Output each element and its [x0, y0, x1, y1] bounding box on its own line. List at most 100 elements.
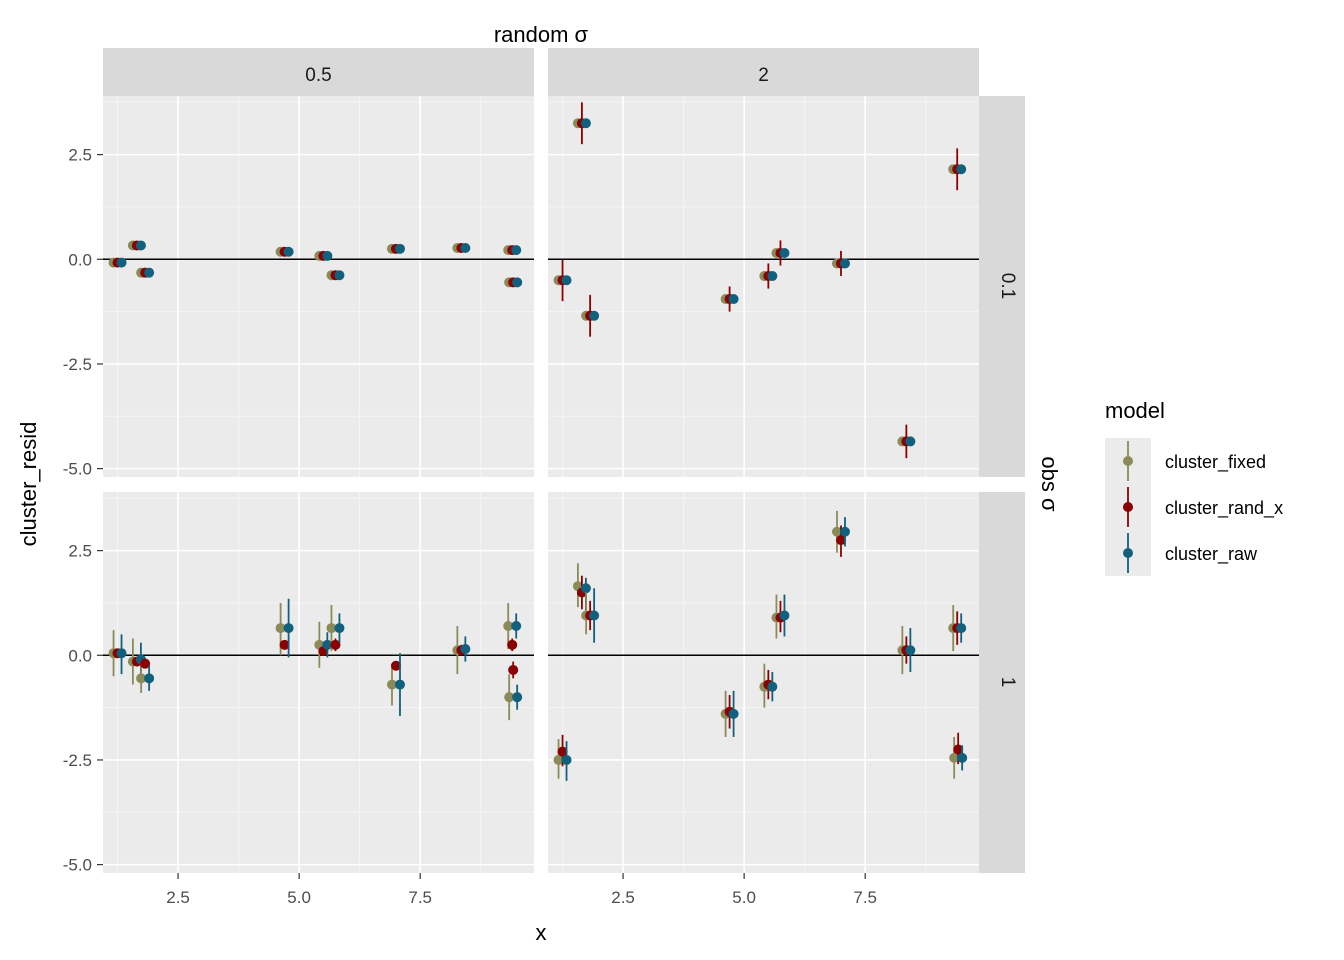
point-cluster_raw	[116, 648, 127, 659]
panel-background	[548, 96, 979, 477]
point-cluster_rand_x	[140, 658, 151, 669]
point-cluster_raw	[905, 436, 916, 447]
legend-key-point-cluster_fixed	[1123, 456, 1133, 466]
point-cluster_fixed	[326, 623, 337, 634]
legend-label-cluster-fixed: cluster_fixed	[1165, 452, 1266, 473]
point-cluster_raw	[394, 679, 405, 690]
facet-col-title: random σ	[494, 22, 589, 47]
point-cluster_raw	[767, 681, 778, 692]
point-cluster_raw	[561, 754, 572, 765]
x-tick-label: 7.5	[408, 888, 432, 907]
point-cluster_raw	[580, 118, 591, 129]
point-cluster_fixed	[136, 673, 147, 684]
strip-col-1-label: 2	[758, 65, 769, 86]
point-cluster_raw	[283, 246, 294, 257]
point-cluster_raw	[322, 250, 333, 261]
point-cluster_rand_x	[390, 660, 401, 671]
legend-title: model	[1105, 398, 1165, 423]
legend-label-cluster-raw: cluster_raw	[1165, 544, 1258, 565]
point-cluster_raw	[589, 610, 600, 621]
panel-1	[548, 96, 979, 477]
point-cluster_raw	[144, 267, 155, 278]
legend-key-point-cluster_rand_x	[1123, 502, 1133, 512]
point-cluster_rand_x	[953, 744, 964, 755]
point-cluster_raw	[334, 623, 345, 634]
point-cluster_fixed	[504, 692, 515, 703]
point-cluster_raw	[905, 645, 916, 656]
point-cluster_raw	[956, 164, 967, 175]
panel-0	[103, 96, 534, 477]
x-tick-label: 5.0	[732, 888, 756, 907]
strip-row-0	[979, 96, 1025, 477]
point-cluster_rand_x	[508, 664, 519, 675]
y-tick-label: 0.0	[68, 646, 92, 665]
point-cluster_rand_x	[557, 746, 568, 757]
point-cluster_raw	[957, 752, 968, 763]
legend-label-cluster-rand-x: cluster_rand_x	[1165, 498, 1283, 519]
x-tick-label: 7.5	[853, 888, 877, 907]
panel-background	[103, 492, 534, 873]
point-cluster_raw	[135, 240, 146, 251]
panel-background	[103, 96, 534, 477]
strip-col-1	[548, 48, 979, 96]
legend-keys	[1123, 441, 1133, 573]
point-cluster_raw	[839, 526, 850, 537]
facet-row-title: obs σ	[1037, 456, 1062, 512]
x-tick-label: 2.5	[611, 888, 635, 907]
point-cluster_fixed	[275, 623, 286, 634]
y-tick-label: -2.5	[63, 355, 92, 374]
point-cluster_rand_x	[835, 535, 846, 546]
point-cluster_rand_x	[279, 639, 290, 650]
strip-col-0-label: 0.5	[305, 65, 331, 86]
point-cluster_fixed	[831, 526, 842, 537]
point-cluster_raw	[144, 673, 155, 684]
panel-2	[103, 492, 534, 873]
strip-row-1	[979, 492, 1025, 873]
point-cluster_raw	[511, 620, 522, 631]
point-cluster_raw	[116, 257, 127, 268]
x-tick-label: 2.5	[166, 888, 190, 907]
point-cluster_fixed	[503, 620, 514, 631]
x-axis-title: x	[536, 920, 547, 945]
strip-row-1-label: 1	[997, 677, 1018, 688]
point-cluster_raw	[728, 294, 739, 305]
y-tick-label: 2.5	[68, 146, 92, 165]
point-cluster_rand_x	[507, 639, 518, 650]
point-cluster_rand_x	[330, 639, 341, 650]
y-tick-label: 2.5	[68, 542, 92, 561]
point-cluster_raw	[728, 708, 739, 719]
point-cluster_fixed	[949, 752, 960, 763]
y-axis-ticks: 2.5 0.0 -2.5 -5.0 2.5 0.0 -2.5 -5.0	[63, 146, 103, 875]
strip-col-0	[103, 48, 534, 96]
point-cluster_fixed	[386, 679, 397, 690]
panels	[103, 96, 979, 873]
point-cluster_raw	[512, 692, 523, 703]
y-tick-label: 0.0	[68, 250, 92, 269]
y-tick-label: -2.5	[63, 751, 92, 770]
point-cluster_raw	[767, 271, 778, 282]
y-tick-label: -5.0	[63, 460, 92, 479]
point-cluster_raw	[460, 644, 471, 655]
x-axis-ticks: 2.5 5.0 7.5 2.5 5.0 7.5	[166, 873, 877, 907]
point-cluster_raw	[283, 623, 294, 634]
point-cluster_raw	[561, 275, 572, 286]
point-cluster_fixed	[553, 754, 564, 765]
y-tick-label: -5.0	[63, 856, 92, 875]
point-cluster_raw	[580, 583, 591, 594]
y-axis-title: cluster_resid	[16, 422, 41, 547]
legend-key-point-cluster_raw	[1123, 548, 1133, 558]
point-cluster_raw	[779, 248, 790, 259]
point-cluster_raw	[460, 242, 471, 253]
point-cluster_raw	[512, 277, 523, 288]
point-cluster_raw	[956, 623, 967, 634]
point-cluster_raw	[394, 243, 405, 254]
point-cluster_raw	[334, 270, 345, 281]
legend: model cluster_fixed cluster_rand_x clust…	[1105, 398, 1283, 576]
point-cluster_raw	[322, 639, 333, 650]
point-cluster_raw	[589, 310, 600, 321]
panel-3	[548, 492, 979, 873]
point-cluster_raw	[511, 245, 522, 256]
x-tick-label: 5.0	[287, 888, 311, 907]
point-cluster_raw	[779, 610, 790, 621]
